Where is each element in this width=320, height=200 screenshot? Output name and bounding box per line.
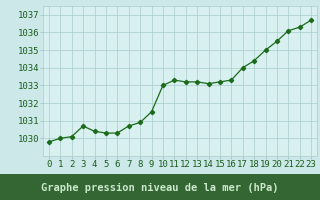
Text: Graphe pression niveau de la mer (hPa): Graphe pression niveau de la mer (hPa) (41, 183, 279, 193)
